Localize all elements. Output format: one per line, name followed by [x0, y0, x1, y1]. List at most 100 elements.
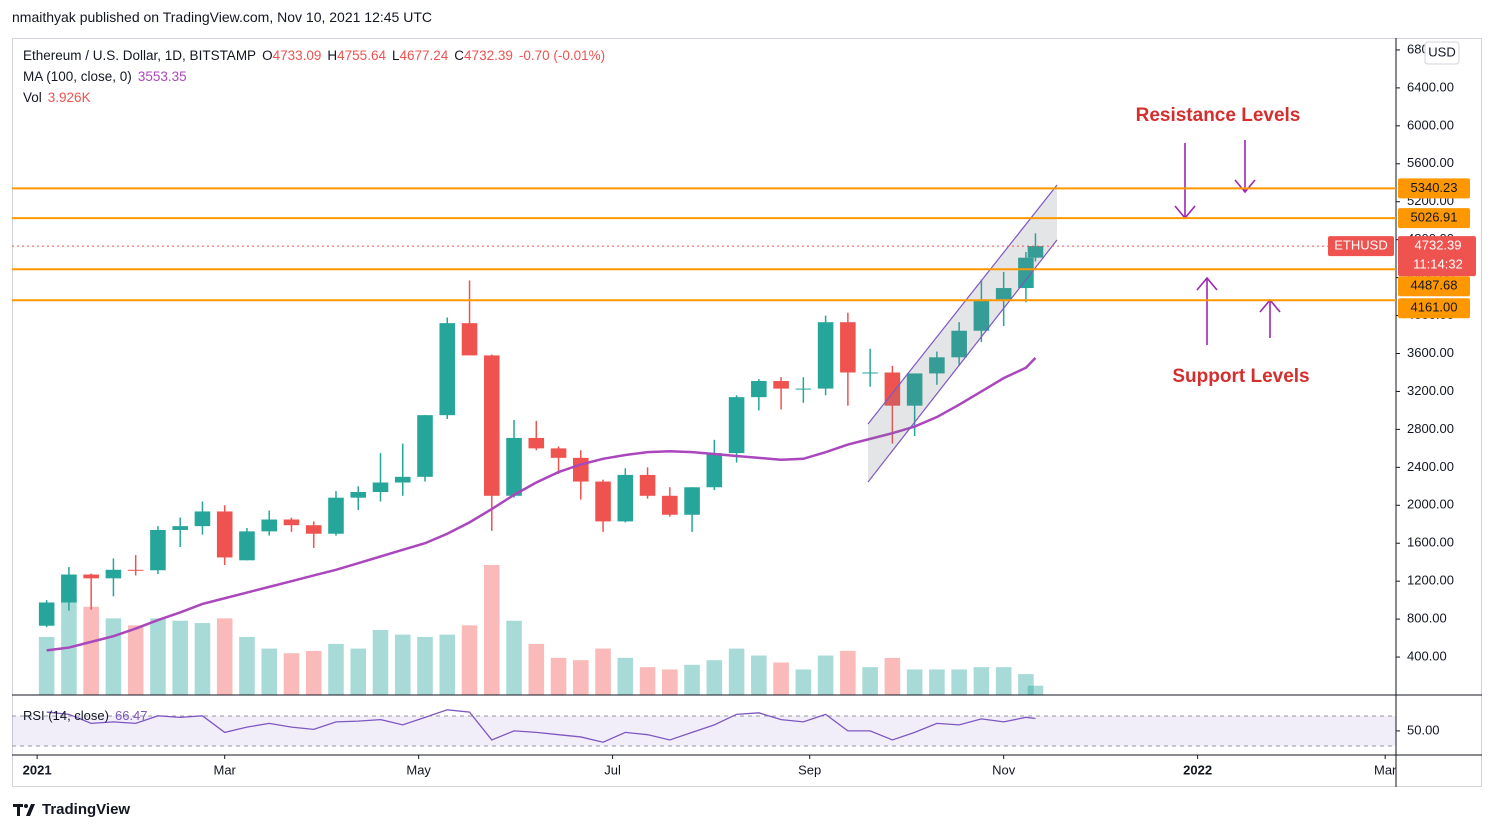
candle-body — [906, 373, 923, 406]
volume-bar — [862, 667, 878, 695]
candle-body — [439, 323, 456, 416]
candle-body — [216, 511, 233, 558]
ohlc-label: C — [454, 48, 465, 63]
x-tick-label: Sep — [798, 762, 821, 777]
candle-body — [728, 397, 745, 454]
candle-body — [83, 574, 99, 579]
legend-row: Ethereum / U.S. Dollar, 1D, BITSTAMP O473… — [23, 45, 605, 66]
legend: Ethereum / U.S. Dollar, 1D, BITSTAMP O473… — [23, 45, 605, 108]
candle-body — [662, 495, 678, 515]
candle-body — [38, 602, 55, 626]
volume-bar — [617, 657, 634, 695]
volume-bar — [216, 618, 233, 695]
x-tick-label: Mar — [1374, 762, 1397, 777]
ma-label: MA (100, close, 0) — [23, 69, 132, 84]
y-tick-label: 1200.00 — [1407, 573, 1454, 588]
volume-bar — [684, 664, 700, 695]
rsi-legend: RSI (14, close) 66.47 — [23, 708, 148, 723]
logo-part — [17, 804, 20, 816]
ohlc-value: 4677.24 — [399, 48, 449, 63]
y-tick-label: 3600.00 — [1407, 345, 1454, 360]
volume-bar — [239, 636, 255, 695]
volume-label: Vol — [23, 90, 42, 105]
volume-bar — [105, 618, 122, 695]
candle-body — [951, 330, 967, 358]
volume-bar — [61, 597, 77, 695]
y-tick-label: 800.00 — [1407, 611, 1447, 626]
plot — [38, 233, 1044, 743]
rsi-tick-label: 50.00 — [1407, 722, 1440, 737]
annotation: Resistance Levels — [1136, 105, 1301, 126]
publisher: nmaithyak published on TradingView.com, … — [12, 9, 432, 25]
volume-bar — [773, 662, 789, 695]
candle-body — [862, 372, 878, 374]
volume-bar — [417, 636, 433, 695]
volume-bar — [461, 625, 478, 695]
ohlc-value: 4733.09 — [272, 48, 322, 63]
volume-bar — [728, 648, 745, 695]
volume-bar — [283, 653, 300, 695]
candle-body — [840, 322, 856, 373]
ohlc-label: L — [391, 48, 400, 63]
y-tick-label: 2400.00 — [1407, 459, 1454, 474]
candle-body — [1027, 246, 1044, 258]
y-tick-label: 3200.00 — [1407, 383, 1454, 398]
level-badge — [1398, 276, 1470, 297]
candle-body — [684, 487, 700, 515]
axes: 400.00 800.00 1200.00 1600.00 2000.00 2400.00… — [23, 41, 1454, 777]
volume-bar — [372, 629, 389, 695]
level-label: 5026.91 — [1411, 210, 1458, 225]
volume-bar — [328, 643, 344, 695]
volume-bar — [1027, 685, 1044, 695]
x-tick-label: 2022 — [1183, 762, 1212, 777]
brand: TradingView — [42, 801, 131, 818]
y-tick-label: 5600.00 — [1407, 155, 1454, 170]
x-tick-label: Mar — [214, 762, 237, 777]
rsi-label: RSI (14, close) — [23, 708, 109, 723]
volume-bar — [639, 667, 656, 695]
logo-part — [24, 804, 28, 808]
candle-body — [550, 448, 567, 458]
volume-bar — [706, 660, 723, 695]
annotation: Support Levels — [1172, 366, 1309, 387]
support-arrow — [1196, 276, 1218, 345]
candle-body — [283, 519, 300, 526]
y-tick-label: 2800.00 — [1407, 421, 1454, 436]
logo-part — [26, 804, 35, 816]
y-tick-label: 6400.00 — [1407, 79, 1454, 94]
volume-bar — [795, 669, 812, 695]
price-badge — [1398, 236, 1476, 277]
volume-bar — [662, 669, 678, 695]
volume-bar — [150, 618, 166, 695]
logo — [13, 804, 35, 816]
volume-bar — [840, 650, 856, 695]
rsi-band — [12, 716, 1396, 746]
candle-body — [929, 357, 945, 374]
volume-bar — [973, 667, 990, 695]
volume-bar — [439, 634, 456, 695]
legend-row: MA (100, close, 0) 3553.35 — [23, 66, 605, 87]
volume-bar — [194, 623, 211, 695]
volume-bar — [83, 606, 99, 695]
candle-body — [1018, 257, 1034, 289]
candle-body — [172, 526, 188, 530]
candle-body — [61, 574, 77, 603]
y-tick-label: 400.00 — [1407, 648, 1447, 663]
ohlc-value: 4732.39 — [464, 48, 513, 63]
ohlc-value: 4755.64 — [337, 48, 386, 63]
ma-value: 3553.35 — [137, 69, 187, 84]
volume-value: 3.926K — [47, 90, 91, 105]
ohlc-label: H — [327, 48, 338, 63]
volume-bar — [127, 625, 144, 695]
candle-body — [639, 474, 656, 496]
volume-bar — [929, 669, 945, 695]
rsi-value: 66.47 — [114, 708, 148, 723]
volume-bar — [995, 667, 1012, 695]
candle-body — [706, 453, 723, 488]
symbol-badge — [1328, 236, 1394, 257]
resistance-arrow — [1234, 140, 1256, 194]
ma-line — [46, 357, 1037, 652]
candle-body — [105, 569, 122, 579]
volume-bar — [1018, 674, 1034, 695]
